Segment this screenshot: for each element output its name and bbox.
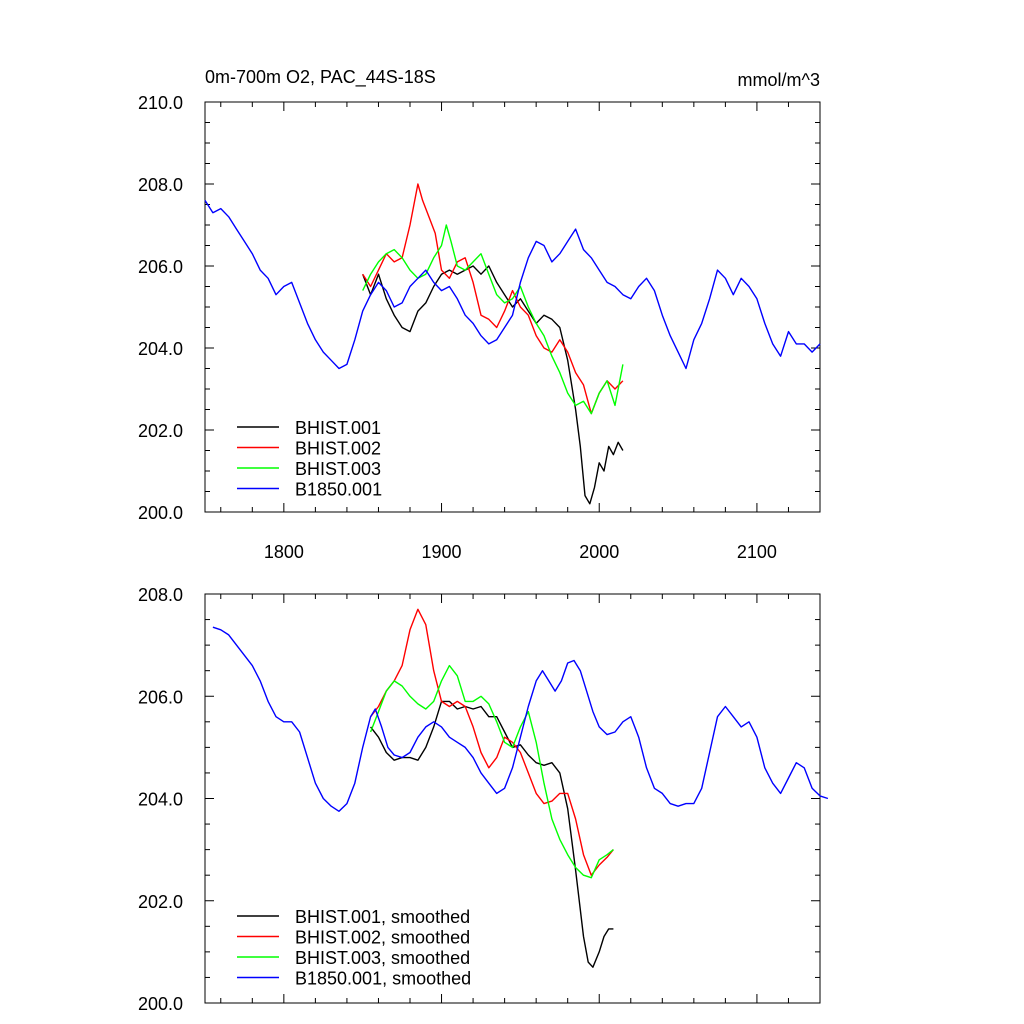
- series-line-b1850-001-smoothed: [212, 626, 829, 812]
- series-line-bhist-002: [362, 183, 624, 415]
- y-tick-label: 206.0: [138, 257, 183, 277]
- top-panel: 200.0 202.0 204.0 206.0 208.0 210.0 1800 1900 20…: [138, 93, 821, 562]
- y-tick-label: 206.0: [138, 687, 183, 707]
- bottom-panel: 200.0 202.0 204.0 206.0 208.0 BHIST.001, smoo…: [138, 585, 829, 1014]
- legend-label: BHIST.002, smoothed: [295, 928, 470, 948]
- series-line-bhist-003-smoothed: [369, 664, 614, 879]
- chart-title: 0m-700m O2, PAC_44S-18S: [205, 67, 436, 88]
- series-line-b1850-001: [204, 200, 821, 370]
- x-tick-label: 2100: [737, 542, 777, 562]
- legend-label: BHIST.001, smoothed: [295, 907, 470, 927]
- legend-label: BHIST.003, smoothed: [295, 948, 470, 968]
- x-tick-label: 2000: [579, 542, 619, 562]
- legend-label: B1850.001: [295, 480, 382, 500]
- y-tick-label: 204.0: [138, 339, 183, 359]
- y-tick-label: 200.0: [138, 503, 183, 523]
- legend-label: B1850.001, smoothed: [295, 969, 471, 989]
- y-tick-label: 202.0: [138, 421, 183, 441]
- legend-label: BHIST.002: [295, 439, 381, 459]
- series-line-bhist-001-smoothed: [370, 700, 614, 968]
- y-tick-label: 200.0: [138, 994, 183, 1014]
- chart-units: mmol/m^3: [738, 70, 820, 90]
- y-tick-label: 208.0: [138, 175, 183, 195]
- y-tick-label: 202.0: [138, 892, 183, 912]
- series-line-bhist-002-smoothed: [370, 608, 614, 876]
- y-tick-label: 204.0: [138, 790, 183, 810]
- y-tick-label: 208.0: [138, 585, 183, 605]
- y-tick-label: 210.0: [138, 93, 183, 113]
- x-tick-label: 1800: [264, 542, 304, 562]
- legend-label: BHIST.003: [295, 459, 381, 479]
- series-line-bhist-003: [362, 224, 624, 415]
- x-tick-label: 1900: [422, 542, 462, 562]
- legend-label: BHIST.001: [295, 418, 381, 438]
